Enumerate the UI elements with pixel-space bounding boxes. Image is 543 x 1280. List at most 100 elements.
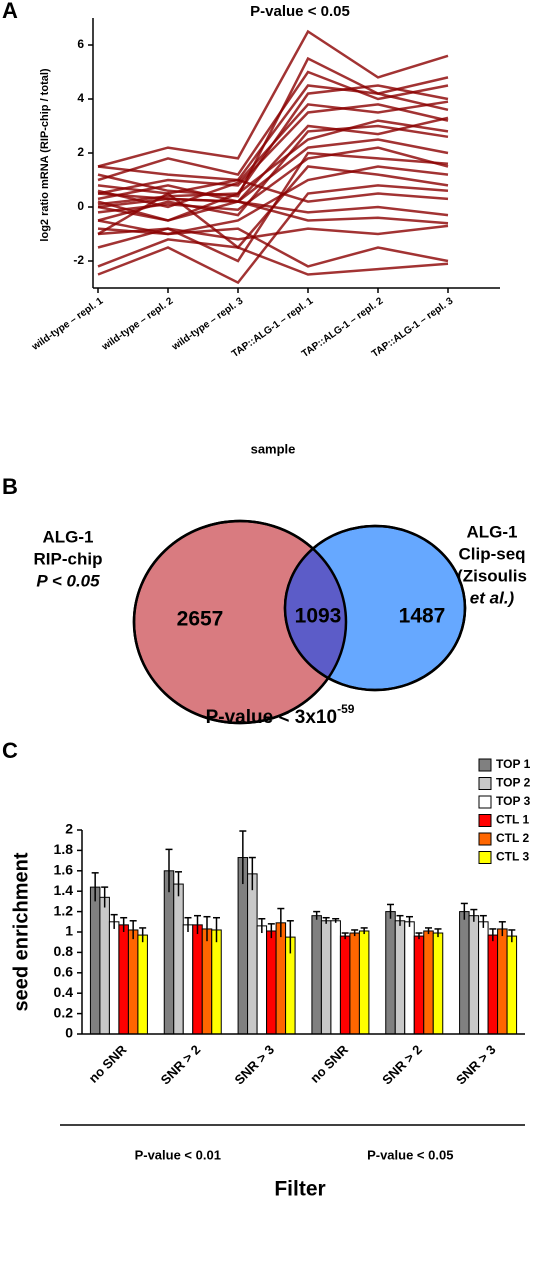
x-tick-label: SNR > 3 [453,1042,499,1088]
bar [192,924,203,1035]
bar [201,928,213,1035]
bar [478,921,489,1035]
bar [506,935,518,1035]
bar [358,930,370,1035]
x-tick-label: no SNR [307,1042,351,1086]
data-line [97,146,449,214]
bar [432,932,444,1035]
bar [459,911,470,1035]
bar [385,911,396,1035]
y-tick-label: 6 [77,37,84,51]
y-tick-label: 0.6 [54,964,74,980]
legend-swatch [478,814,492,827]
x-axis-label: Filter [274,1178,325,1201]
bar [211,929,222,1035]
legend-swatch [478,777,492,790]
data-line [97,76,449,195]
bar [173,883,184,1035]
bar [468,915,480,1035]
set-count: 1487 [399,605,446,628]
data-line [97,138,449,209]
y-tick-label: 0.4 [54,984,74,1000]
y-axis-label: seed enrichment [10,852,32,1011]
data-line [97,184,449,285]
legend-label: TOP 2 [496,776,531,790]
y-tick-label: 1.8 [54,841,74,857]
left-set-label: RIP-chip [34,549,103,568]
right-set-label: (Zisoulis [457,566,527,585]
left-set-label: P < 0.05 [36,571,100,590]
y-tick-label: 0 [77,199,84,213]
y-axis-label: log2 ratio mRNA (RIP-chip / total) [39,68,51,241]
bar [404,921,415,1035]
bar [99,896,110,1035]
x-tick-label: no SNR [86,1042,130,1086]
set-count: 2657 [177,608,224,631]
bar [423,930,434,1035]
right-set-label: et al.) [470,588,515,607]
data-line [97,165,449,203]
left-set-label: ALG-1 [43,527,94,546]
y-tick-label: -2 [73,253,84,267]
data-line [97,224,449,241]
bar [89,886,101,1035]
chart-title: P-value < 0.05 [250,3,350,20]
y-tick-label: 1.4 [54,882,74,898]
data-line [97,56,449,198]
bar [320,920,332,1035]
bar [256,925,268,1035]
bar [108,921,120,1035]
panel-label: B [2,474,18,499]
bar [487,934,499,1035]
bar [275,922,287,1035]
x-tick-label: wild-type – repl. 3 [169,295,245,353]
data-line [97,192,449,217]
right-set-label: ALG-1 [467,522,518,541]
bar [339,935,351,1035]
legend-label: CTL 2 [496,831,529,845]
legend-swatch [478,795,492,809]
panel-label: C [2,738,18,763]
bar [311,915,322,1035]
bar [497,928,508,1035]
bar [330,920,341,1035]
legend-label: TOP 1 [496,757,531,771]
bar [137,934,148,1035]
y-tick-label: 2 [77,145,84,159]
y-tick-label: 1.2 [54,902,74,918]
data-line [97,219,449,268]
x-tick-label: SNR > 3 [232,1042,278,1088]
bar [413,935,425,1035]
data-line [97,165,449,236]
y-tick-label: 0 [65,1025,73,1041]
bar [349,932,360,1035]
group-label: P-value < 0.05 [367,1147,453,1162]
y-tick-label: 1 [65,923,73,939]
caption-exponent: -59 [337,702,355,716]
venn-caption: P-value < 3x10-59 [206,702,355,728]
y-tick-label: 0.2 [54,1004,74,1020]
legend-label: TOP 3 [496,794,531,808]
left-outline [132,519,348,725]
y-tick-label: 1.6 [54,862,74,878]
y-tick-label: 0.8 [54,943,74,959]
set-count: 1093 [295,605,342,628]
data-line [97,200,449,225]
group-label: P-value < 0.01 [135,1147,221,1162]
legend-swatch [478,832,492,846]
data-line [97,103,449,195]
caption-text: P-value < 3x10 [206,707,338,728]
data-line [97,238,449,276]
legend-label: CTL 3 [496,850,529,864]
right-outline [283,524,467,692]
legend-swatch [478,758,492,772]
bar [163,870,175,1035]
x-tick-label: wild-type – repl. 2 [99,295,175,353]
x-tick-label: wild-type – repl. 1 [29,295,105,353]
data-line [97,29,449,168]
bar [182,924,194,1035]
y-tick-label: 4 [77,91,84,105]
x-tick-label: SNR > 2 [379,1042,425,1088]
y-tick-label: 2 [65,821,73,837]
